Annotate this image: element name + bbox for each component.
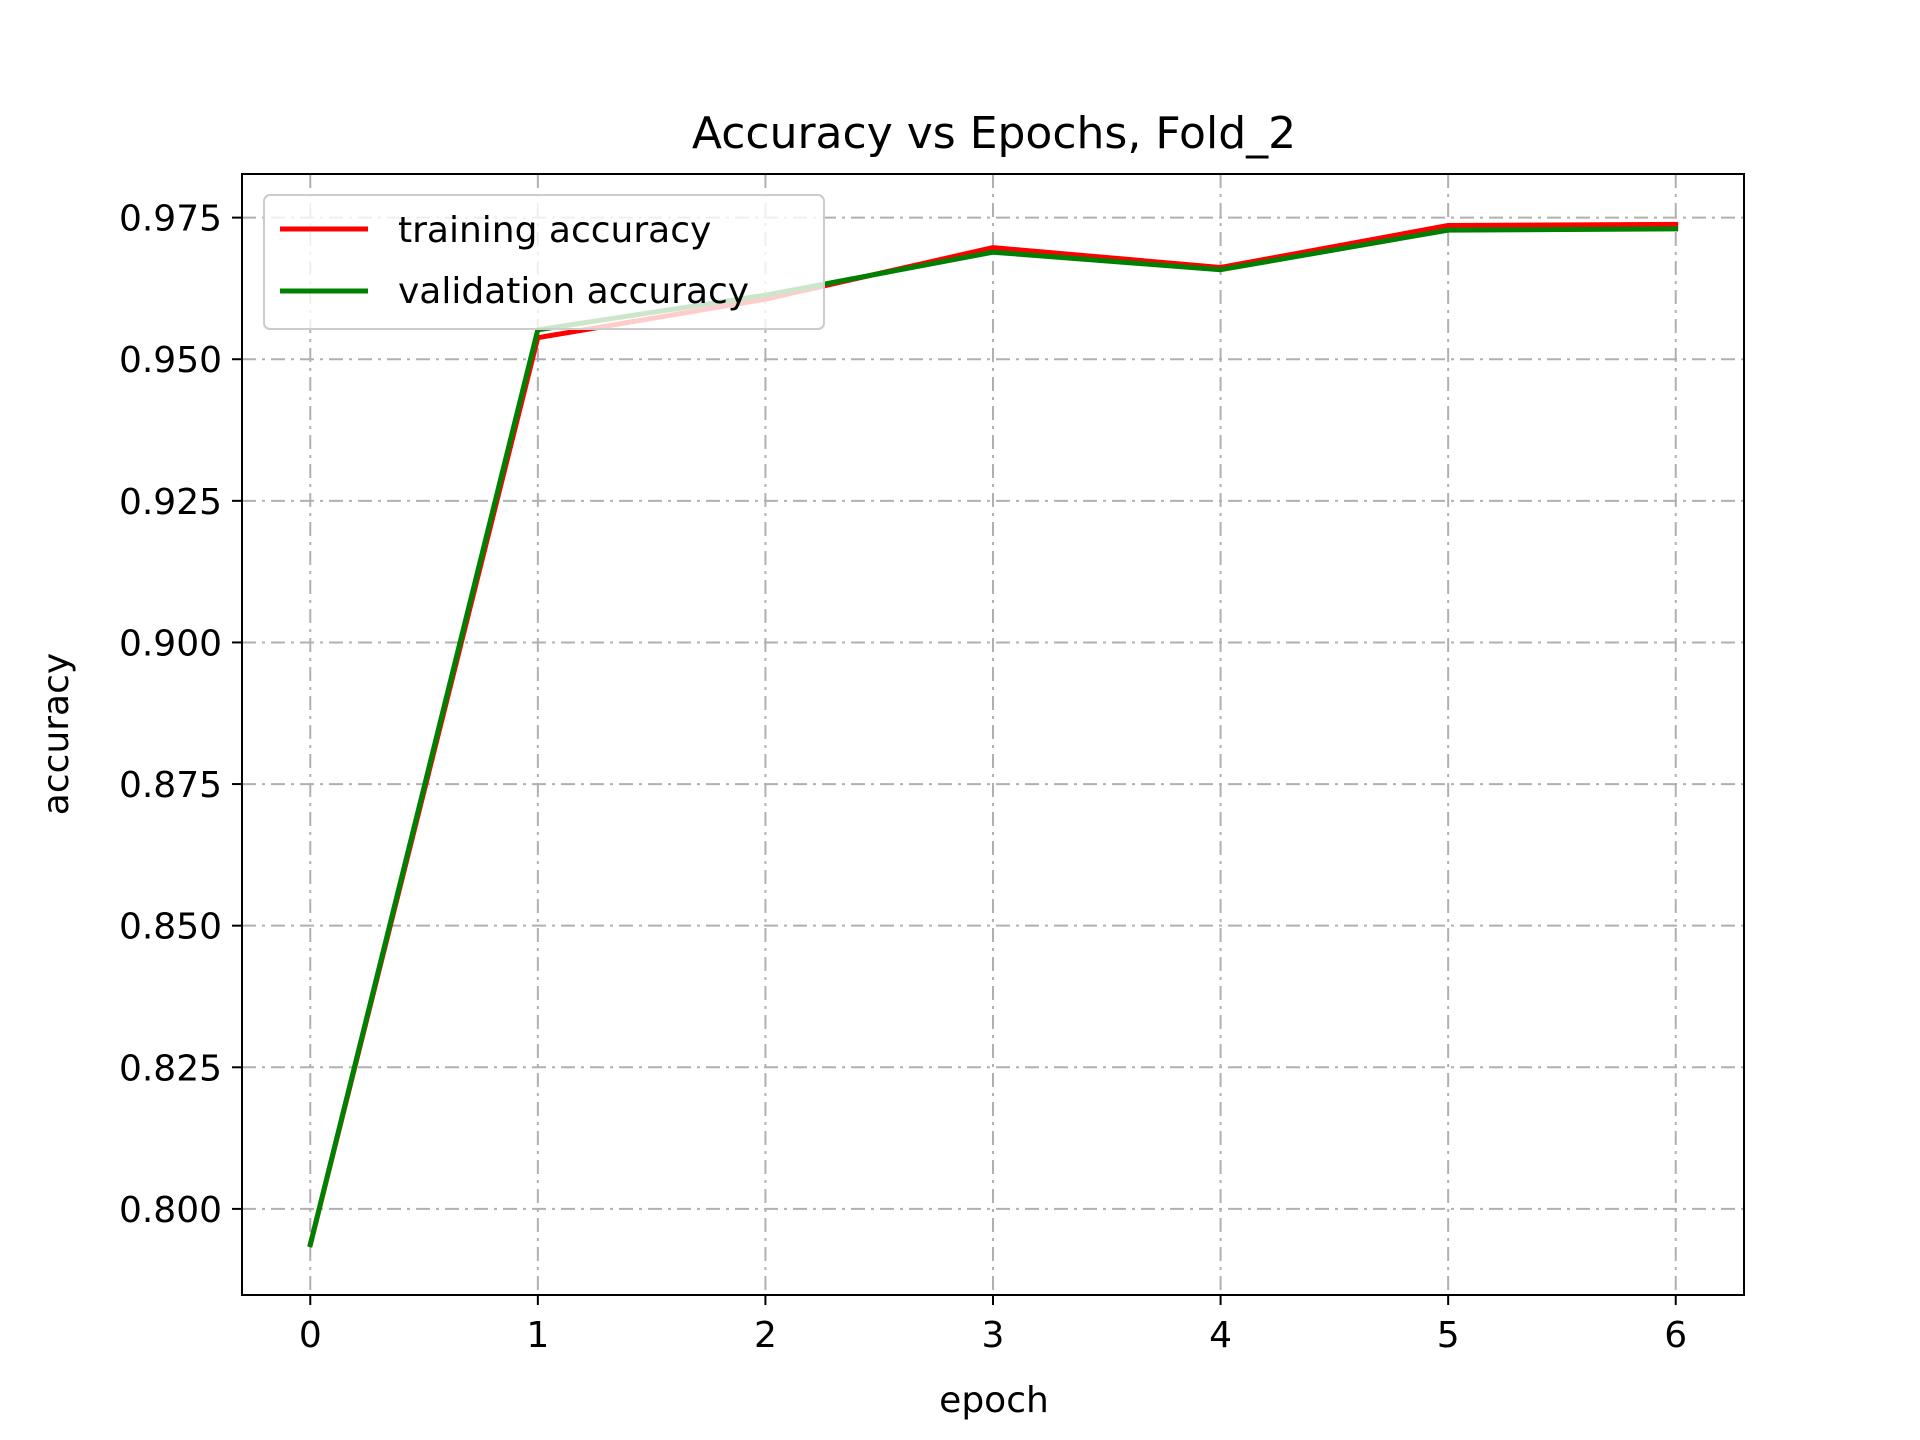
legend: training accuracy validation accuracy (263, 194, 825, 330)
x-tick-label: 1 (526, 1315, 549, 1356)
y-tick-label: 0.925 (119, 482, 222, 523)
axis-ticks: 0 1 2 3 4 5 6 0.800 0.825 0.850 0.875 0.900 0.925 0.9… (119, 199, 1687, 1356)
x-tick-label: 3 (982, 1315, 1005, 1356)
x-tick-label: 6 (1664, 1315, 1687, 1356)
y-tick-label: 0.825 (119, 1048, 222, 1089)
y-tick-label: 0.875 (119, 765, 222, 806)
y-axis-label: accuracy (36, 653, 77, 815)
legend-box (263, 194, 825, 330)
x-tick-label: 4 (1209, 1315, 1232, 1356)
legend-label-training-accuracy: training accuracy (398, 210, 711, 251)
x-tick-label: 0 (299, 1315, 322, 1356)
y-tick-label: 0.975 (119, 199, 222, 240)
y-tick-label: 0.950 (119, 340, 222, 381)
x-tick-label: 5 (1437, 1315, 1460, 1356)
y-tick-label: 0.850 (119, 907, 222, 948)
y-tick-label: 0.900 (119, 623, 222, 664)
x-axis-label: epoch (939, 1380, 1049, 1421)
x-tick-label: 2 (754, 1315, 777, 1356)
chart-title: Accuracy vs Epochs, Fold_2 (692, 108, 1296, 159)
legend-label-validation-accuracy: validation accuracy (398, 271, 749, 312)
y-tick-label: 0.800 (119, 1190, 222, 1231)
grid-lines (242, 174, 1744, 1295)
